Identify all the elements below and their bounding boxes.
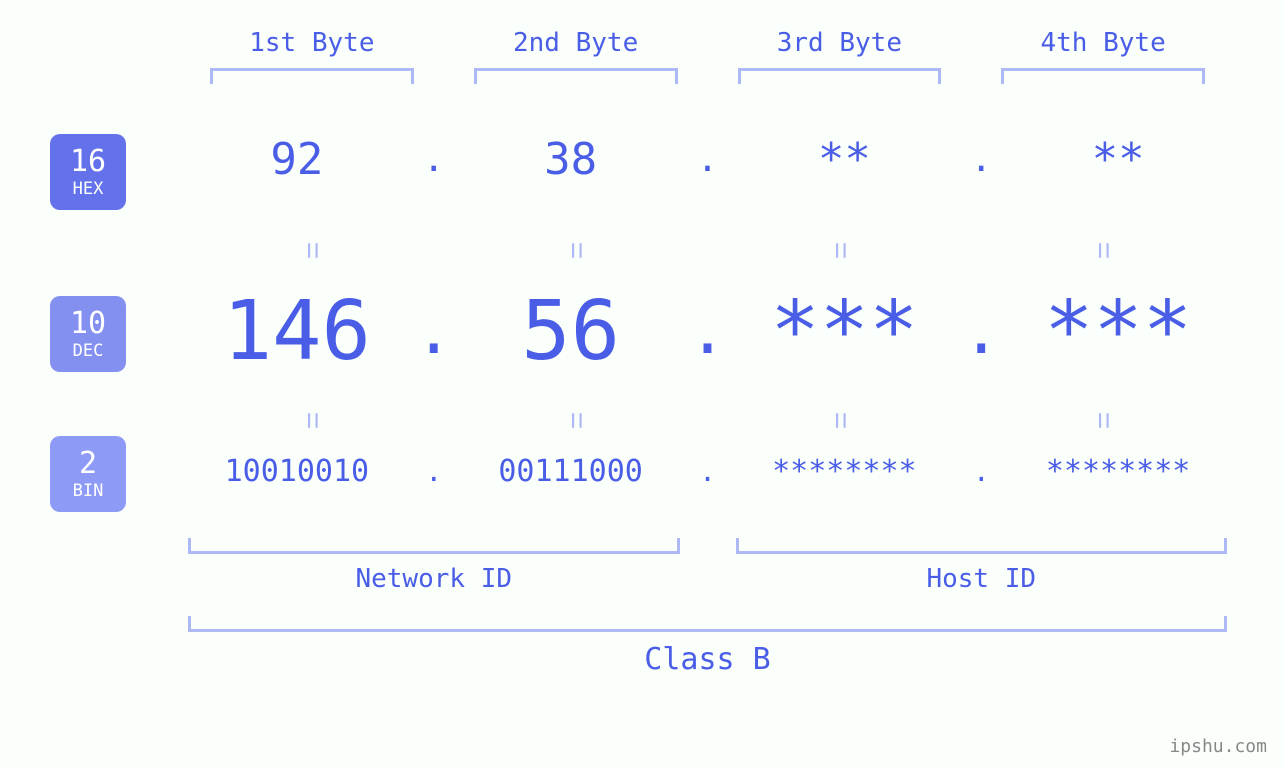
dot-separator-icon: . (961, 455, 1001, 488)
bottom-bracket-icon (188, 616, 1227, 632)
badge-number: 10 (70, 309, 106, 339)
byte-label: 2nd Byte (444, 28, 708, 58)
top-bracket-icon (738, 68, 942, 84)
base-badge-hex: 16 HEX (50, 134, 126, 210)
byte-header-2: 2nd Byte (444, 28, 708, 84)
bin-value: 10010010 (180, 454, 414, 489)
badge-name: HEX (73, 181, 104, 198)
host-id-group: Host ID (728, 538, 1236, 594)
badge-number: 16 (70, 147, 106, 177)
byte-header-1: 1st Byte (180, 28, 444, 84)
byte-label: 4th Byte (971, 28, 1235, 58)
ip-diagram: 1st Byte 2nd Byte 3rd Byte 4th Byte 16 H… (50, 28, 1235, 677)
byte-headers-row: 1st Byte 2nd Byte 3rd Byte 4th Byte (180, 28, 1235, 84)
bottom-bracket-icon (188, 538, 680, 554)
watermark: ipshu.com (1169, 736, 1267, 757)
dot-separator-icon: . (688, 139, 728, 180)
dot-separator-icon: . (961, 139, 1001, 180)
dot-separator-icon: . (688, 455, 728, 488)
class-label: Class B (180, 642, 1235, 677)
dot-separator-icon: . (688, 295, 728, 369)
dot-separator-icon: . (414, 139, 454, 180)
badge-number: 2 (79, 449, 97, 479)
byte-header-3: 3rd Byte (708, 28, 972, 84)
bin-value: ******** (728, 454, 962, 489)
bin-row: 10010010 . 00111000 . ******** . *******… (180, 454, 1235, 489)
byte-label: 3rd Byte (708, 28, 972, 58)
badge-name: BIN (73, 483, 104, 500)
hex-row: 92 . 38 . ** . ** (180, 134, 1235, 185)
dot-separator-icon: . (414, 455, 454, 488)
top-bracket-icon (210, 68, 414, 84)
dot-separator-icon: . (961, 295, 1001, 369)
network-id-label: Network ID (188, 564, 680, 594)
top-bracket-icon (474, 68, 678, 84)
class-group: Class B (180, 616, 1235, 677)
bin-value: ******** (1001, 454, 1235, 489)
network-id-group: Network ID (180, 538, 688, 594)
dot-separator-icon: . (414, 295, 454, 369)
top-bracket-icon (1001, 68, 1205, 84)
byte-header-4: 4th Byte (971, 28, 1235, 84)
bottom-bracket-icon (736, 538, 1228, 554)
bin-value: 00111000 (454, 454, 688, 489)
dec-row: 146 . 56 . *** . *** (180, 284, 1235, 379)
host-id-label: Host ID (736, 564, 1228, 594)
base-badge-bin: 2 BIN (50, 436, 126, 512)
base-badge-dec: 10 DEC (50, 296, 126, 372)
byte-label: 1st Byte (180, 28, 444, 58)
badge-name: DEC (73, 343, 104, 360)
